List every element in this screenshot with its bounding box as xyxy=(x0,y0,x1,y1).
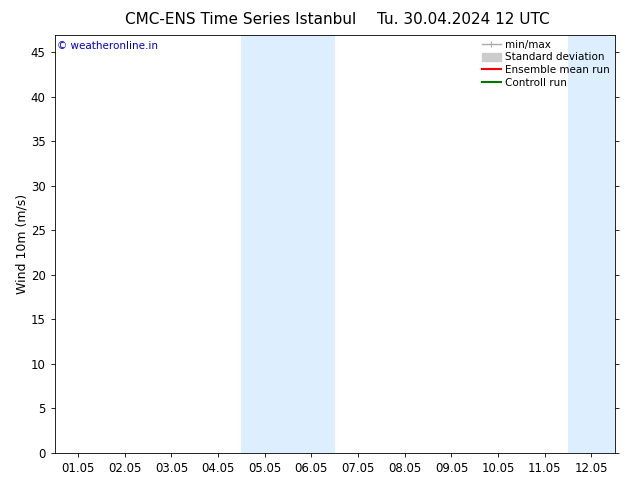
Bar xyxy=(242,35,335,453)
Text: © weatheronline.in: © weatheronline.in xyxy=(58,41,158,51)
Y-axis label: Wind 10m (m/s): Wind 10m (m/s) xyxy=(15,194,28,294)
Text: Tu. 30.04.2024 12 UTC: Tu. 30.04.2024 12 UTC xyxy=(377,12,549,27)
Legend: min/max, Standard deviation, Ensemble mean run, Controll run: min/max, Standard deviation, Ensemble me… xyxy=(479,37,612,91)
Text: CMC-ENS Time Series Istanbul: CMC-ENS Time Series Istanbul xyxy=(126,12,356,27)
Bar xyxy=(568,35,634,453)
